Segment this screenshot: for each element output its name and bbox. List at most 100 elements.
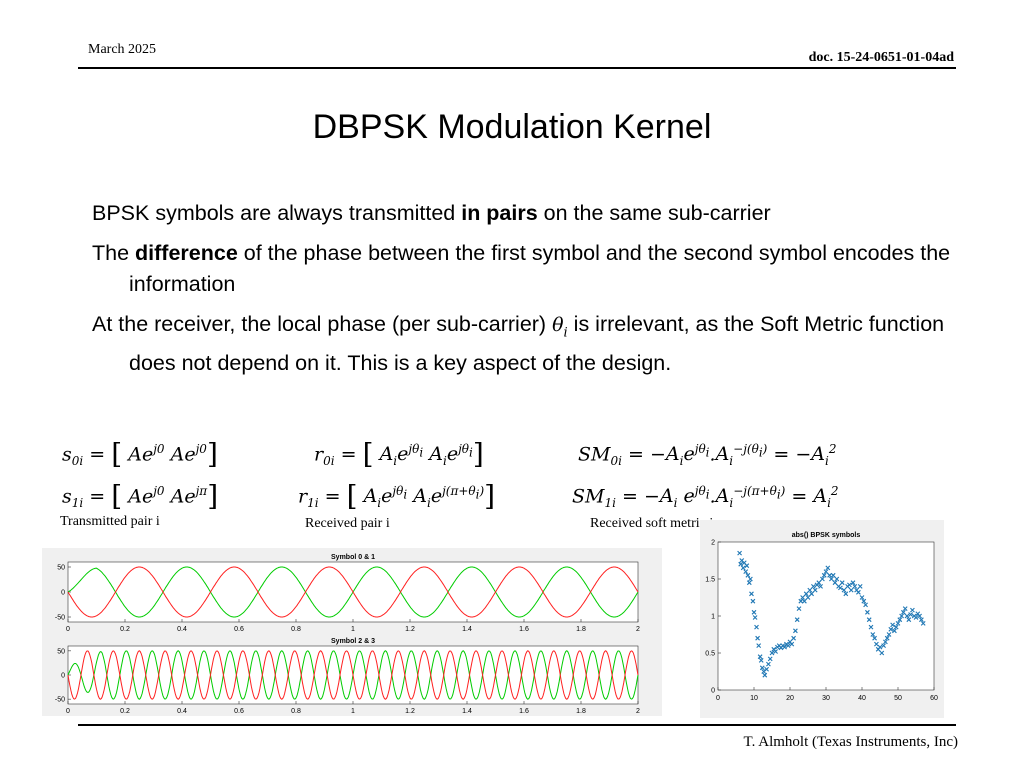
data-point [865,609,870,615]
data-point [746,580,752,586]
x-tick-label: 30 [822,695,830,702]
chart-title: Symbol 0 & 1 [331,554,375,561]
data-point [769,650,775,656]
data-point [839,580,845,586]
data-point [901,609,906,615]
y-tick-label: 0.5 [705,651,715,658]
x-tick-label: 0.6 [234,626,244,633]
data-point [881,643,886,648]
data-point [811,584,816,589]
y-tick-label: 50 [57,648,65,655]
received-pair-equations: r0i = [ Aiejθi Aiejθi] r1i = [ Aiejθi Ai… [298,437,496,513]
waveform-figure: Symbol 0 & 1 0 0.2 0.4 0.6 0.8 1 1.2 1.4 1.6 1.8 2 5… [42,548,662,716]
data-point [857,584,863,589]
footer-author: T. Almholt (Texas Instruments, Inc) [743,734,958,750]
data-point [890,622,895,628]
data-point [737,550,742,556]
y-tick-label: 50 [57,565,65,572]
data-point [745,572,751,578]
data-point [740,565,746,571]
x-tick-label: 1.8 [576,708,586,715]
x-tick-label: 0.6 [234,708,244,715]
data-point [821,572,827,578]
data-point [843,591,849,597]
x-tick-label: 0.4 [177,708,187,715]
x-tick-label: 0 [716,695,720,702]
x-tick-label: 10 [750,695,758,702]
data-point [872,635,877,641]
y-tick-label: 1.5 [705,577,715,584]
data-point [859,595,865,600]
bullet-item: The difference of the phase between the … [92,241,951,296]
data-point [895,621,901,626]
data-point [919,617,924,623]
data-point [910,607,915,613]
data-point [743,569,749,574]
data-point [899,613,904,619]
data-point [827,572,832,578]
data-point [861,598,867,604]
x-tick-label: 1 [351,626,355,633]
data-point [805,595,811,600]
data-point [803,591,809,597]
x-tick-label: 1.4 [462,626,472,633]
series-line [67,650,639,700]
data-point [920,621,926,626]
data-point [802,598,807,604]
bullet-list: BPSK symbols are always transmitted in p… [92,198,952,388]
data-point [793,628,798,634]
data-point [807,587,813,593]
x-tick-label: 20 [786,695,794,702]
data-point [892,628,897,634]
data-point [820,576,825,582]
data-point [750,598,756,604]
data-point [755,635,760,641]
data-point [863,602,868,608]
data-point [841,587,847,593]
data-point [877,644,883,650]
x-tick-label: 40 [858,695,866,702]
y-tick-label: -50 [55,697,65,704]
data-point [850,580,856,586]
data-point [897,617,903,623]
x-tick-label: 0 [66,708,70,715]
header-date: March 2025 [88,42,157,57]
data-point [816,580,822,586]
x-tick-label: 0.2 [120,626,130,633]
data-point [756,643,762,648]
x-tick-label: 50 [894,695,902,702]
data-point [917,613,922,619]
data-point [766,661,771,667]
x-tick-label: 1.4 [462,708,472,715]
data-point [886,632,892,637]
data-point [748,576,753,582]
soft-metric-equations: SM0i = −Aiejθi.Ai−j(θi) = −Ai2 SM1i = −A… [572,442,839,511]
data-point [829,576,834,582]
x-tick-label: 0.8 [291,708,301,715]
data-point [825,565,831,571]
x-tick-label: 0.2 [120,708,130,715]
data-point [744,563,750,569]
y-tick-label: 0 [61,590,65,597]
x-tick-label: 1.6 [519,626,529,633]
chart-title: abs() BPSK symbols [792,532,861,539]
data-point [868,624,874,630]
data-point [751,609,757,615]
data-point [823,569,829,574]
data-point [904,613,910,619]
y-tick-label: 2 [711,540,715,547]
bullet-item: At the receiver, the local phase (per su… [92,312,945,376]
data-point [785,643,791,648]
data-point [738,561,744,567]
y-tick-label: -50 [55,615,65,622]
data-point [906,617,912,623]
data-point [870,632,876,637]
caption-soft-metric: Received soft metric i [590,516,714,531]
x-tick-label: 1.2 [405,708,415,715]
data-point [834,576,840,582]
data-point [848,587,854,593]
data-point [754,624,759,630]
data-point [773,649,778,654]
bullet-item: BPSK symbols are always transmitted in p… [92,201,771,225]
data-point [767,656,773,662]
